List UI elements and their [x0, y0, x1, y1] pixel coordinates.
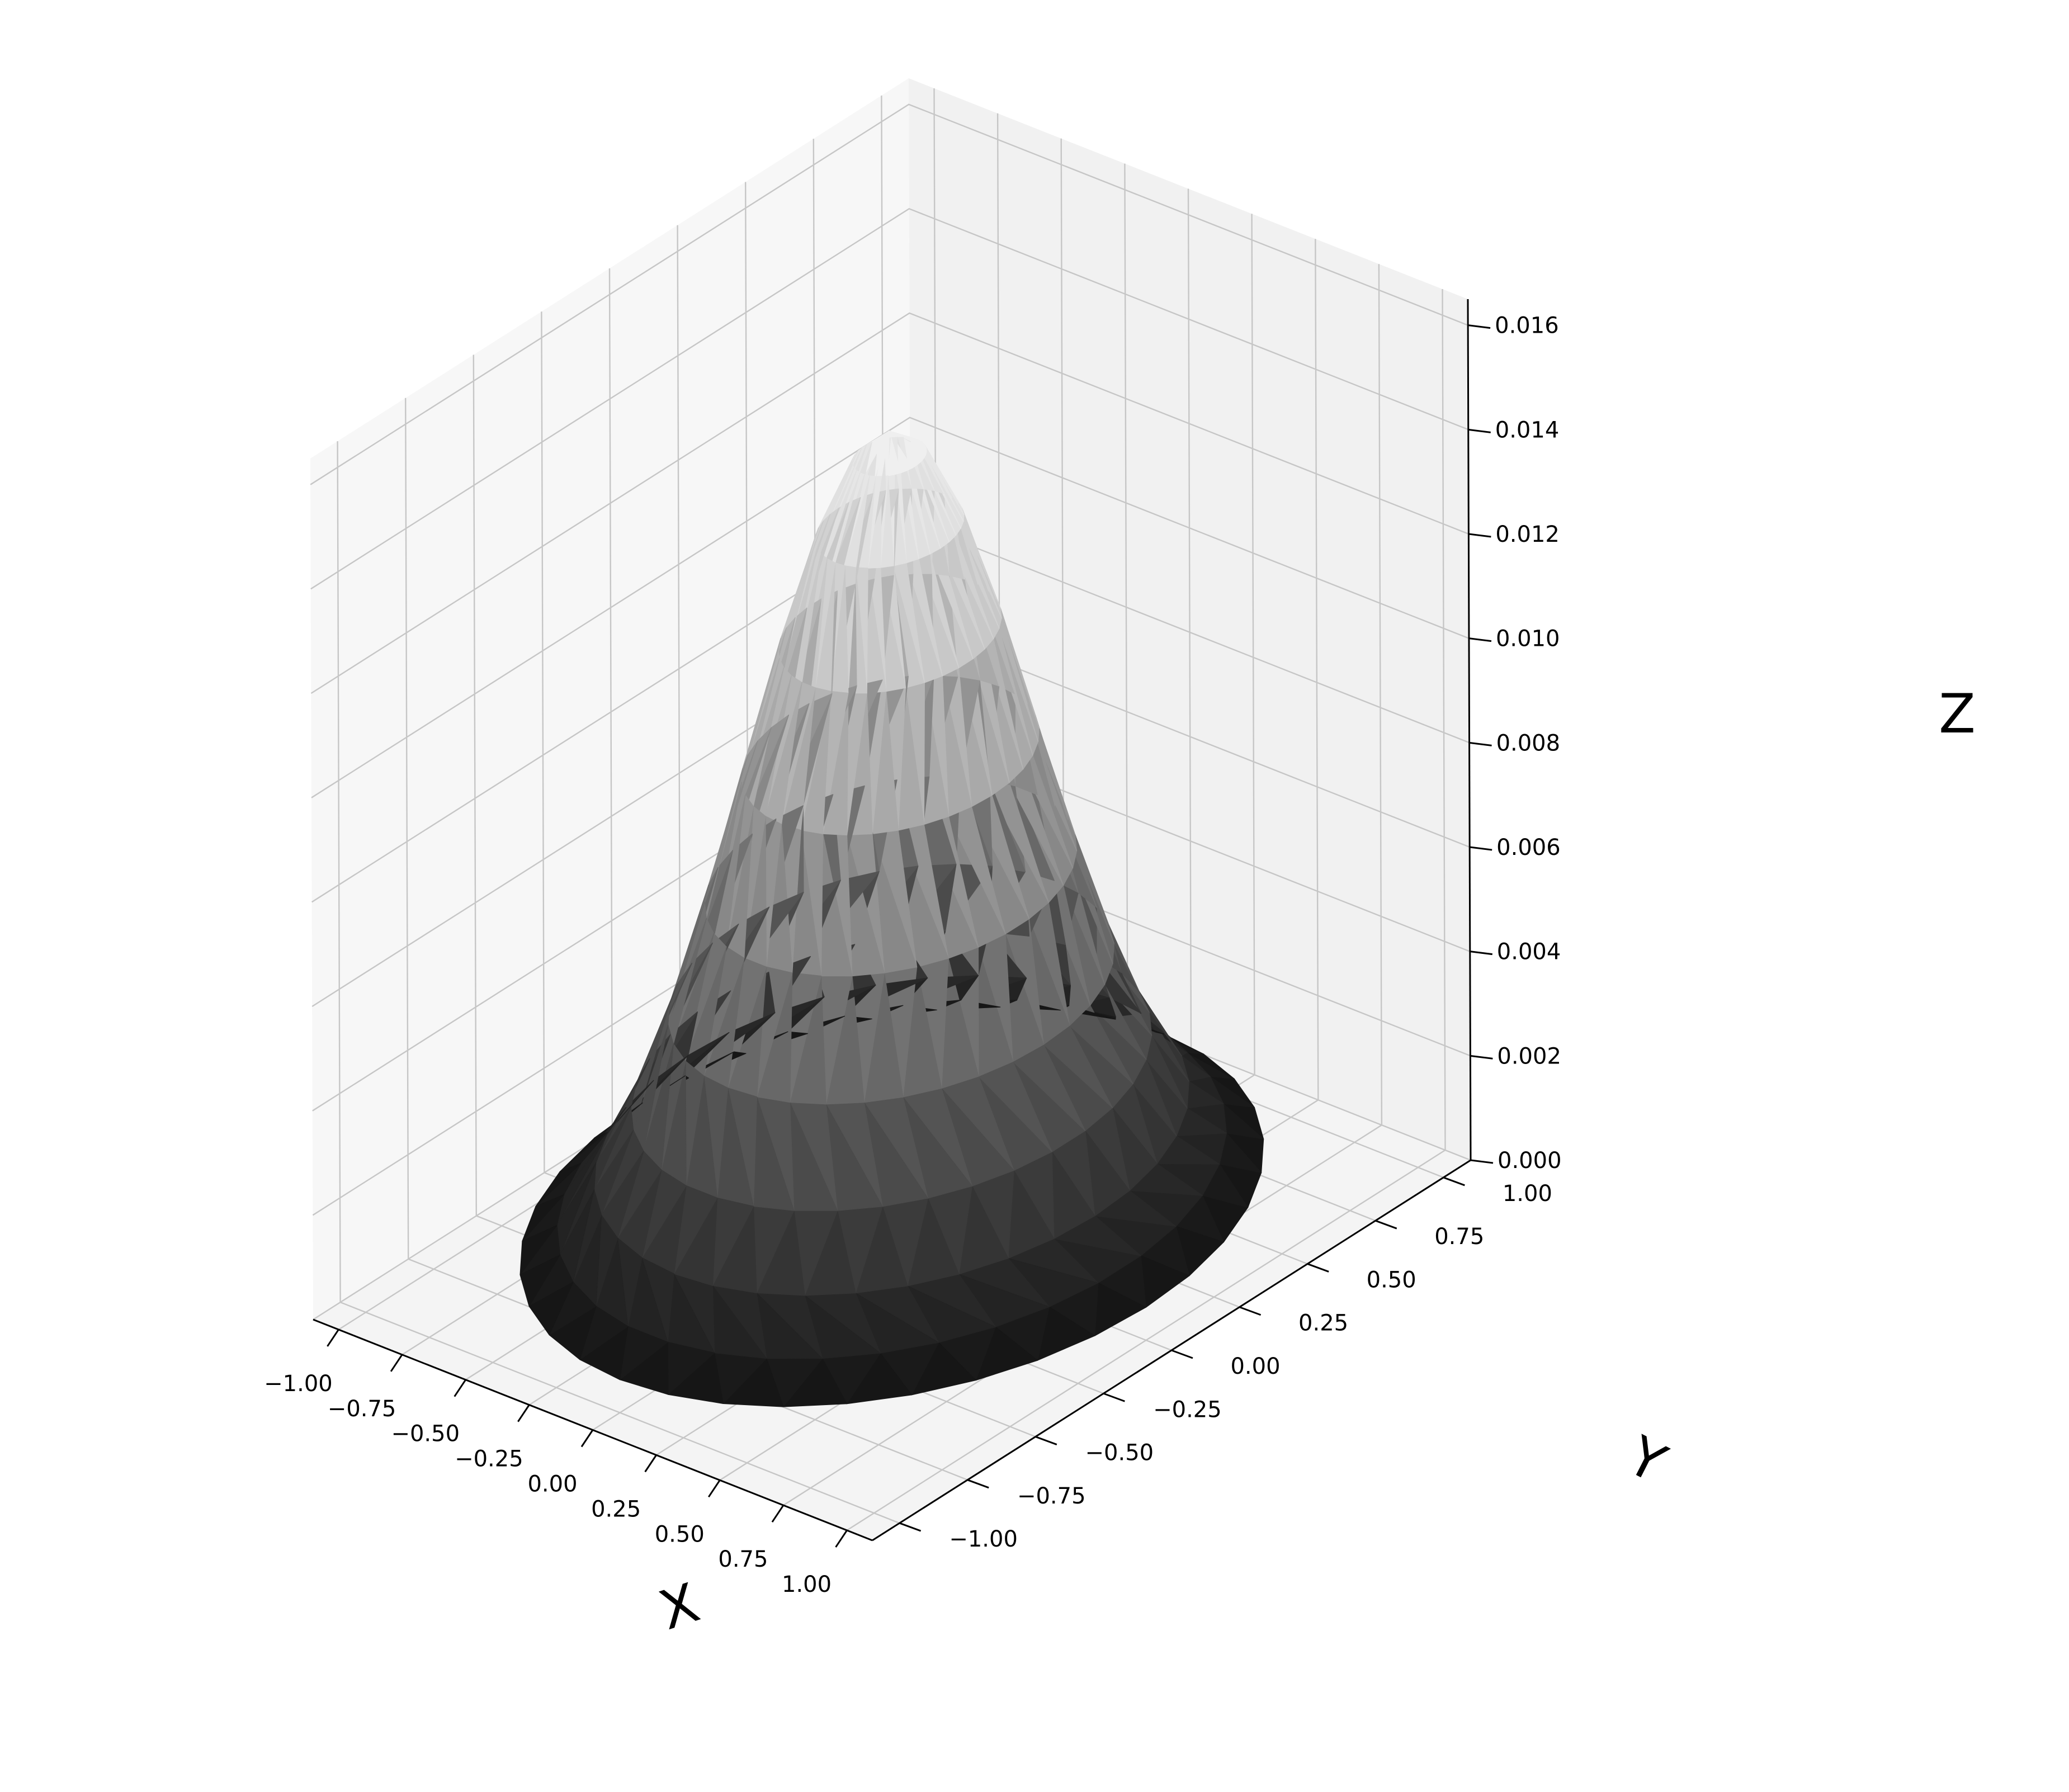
z-tick-mark	[1468, 533, 1491, 538]
z-grid-line	[310, 103, 1468, 485]
y-tick-mark	[1307, 1263, 1329, 1273]
z-tick-mark	[1470, 1055, 1493, 1060]
z-tick-mark	[1468, 428, 1491, 433]
z-tick-label: 0.002	[1497, 1043, 1561, 1069]
x-tick-mark	[580, 1429, 594, 1448]
y-tick-mark	[1375, 1219, 1397, 1230]
surface-facet	[519, 1225, 558, 1275]
x-tick-label: −0.25	[455, 1446, 523, 1472]
z-tick-mark	[1470, 951, 1492, 956]
x-tick-label: 1.00	[782, 1572, 832, 1597]
x-tick-mark	[835, 1530, 848, 1548]
x-tick-label: −0.75	[328, 1396, 396, 1422]
y-tick-mark	[1443, 1176, 1465, 1186]
z-axis-title: Z	[1939, 683, 1976, 745]
z-grid-line	[310, 312, 1469, 694]
y-tick-mark	[899, 1522, 922, 1532]
z-tick-label: 0.008	[1496, 730, 1561, 756]
y-tick-label: −0.50	[1085, 1440, 1154, 1466]
tick-labels: −1.00−0.75−0.50−0.250.000.250.500.751.00…	[264, 313, 1561, 1597]
x-tick-label: 0.25	[591, 1496, 641, 1522]
z-tick-mark	[1467, 324, 1491, 329]
z-tick-label: 0.012	[1495, 522, 1560, 547]
z-tick-label: 0.006	[1496, 835, 1561, 860]
y-axis-title: Y	[1618, 1424, 1676, 1495]
y-tick-label: 0.50	[1367, 1267, 1416, 1293]
x-tick-label: −0.50	[391, 1421, 460, 1447]
x-tick-mark	[771, 1505, 785, 1523]
y-tick-label: 1.00	[1503, 1181, 1552, 1207]
x-tick-label: 0.50	[655, 1521, 705, 1547]
surface-facet	[519, 1254, 561, 1307]
x-tick-label: 0.00	[527, 1472, 577, 1497]
y-tick-mark	[1103, 1392, 1125, 1402]
y-tick-mark	[1035, 1436, 1057, 1445]
x-tick-mark	[644, 1454, 657, 1473]
z-axis-line	[1467, 299, 1472, 1161]
z-grid-line	[310, 207, 1469, 590]
x-tick-mark	[390, 1354, 403, 1372]
y-tick-label: −0.75	[1017, 1483, 1086, 1509]
x-tick-mark	[327, 1329, 339, 1347]
x-tick-label: −1.00	[264, 1371, 333, 1397]
y-tick-mark	[967, 1479, 989, 1489]
z-grid-line	[311, 417, 1470, 798]
z-tick-mark	[1469, 846, 1492, 851]
z-tick-label: 0.010	[1496, 626, 1560, 652]
y-tick-label: 0.00	[1230, 1354, 1280, 1379]
z-tick-mark	[1468, 637, 1492, 642]
z-tick-label: 0.004	[1497, 939, 1561, 965]
surface-facet	[535, 1162, 582, 1207]
x-tick-mark	[708, 1479, 721, 1498]
z-tick-label: 0.000	[1498, 1148, 1562, 1174]
y-tick-mark	[1239, 1306, 1262, 1316]
x-tick-mark	[517, 1404, 530, 1422]
y-tick-label: −0.25	[1153, 1397, 1222, 1422]
y-tick-label: 0.75	[1434, 1224, 1484, 1250]
surface-mesh	[519, 431, 1264, 1407]
z-tick-mark	[1470, 1159, 1494, 1164]
tick-marks	[327, 324, 1494, 1548]
z-tick-label: 0.014	[1495, 417, 1560, 443]
surface-facet	[528, 1282, 574, 1336]
x-tick-mark	[454, 1379, 466, 1397]
y-tick-label: −1.00	[949, 1526, 1018, 1552]
z-tick-label: 0.016	[1495, 313, 1559, 339]
z-tick-mark	[1469, 741, 1492, 746]
x-tick-label: 0.75	[718, 1547, 768, 1572]
y-tick-mark	[1171, 1349, 1193, 1359]
surface-facet	[522, 1194, 565, 1242]
x-axis-title: X	[652, 1571, 706, 1642]
y-tick-label: 0.25	[1298, 1311, 1348, 1336]
